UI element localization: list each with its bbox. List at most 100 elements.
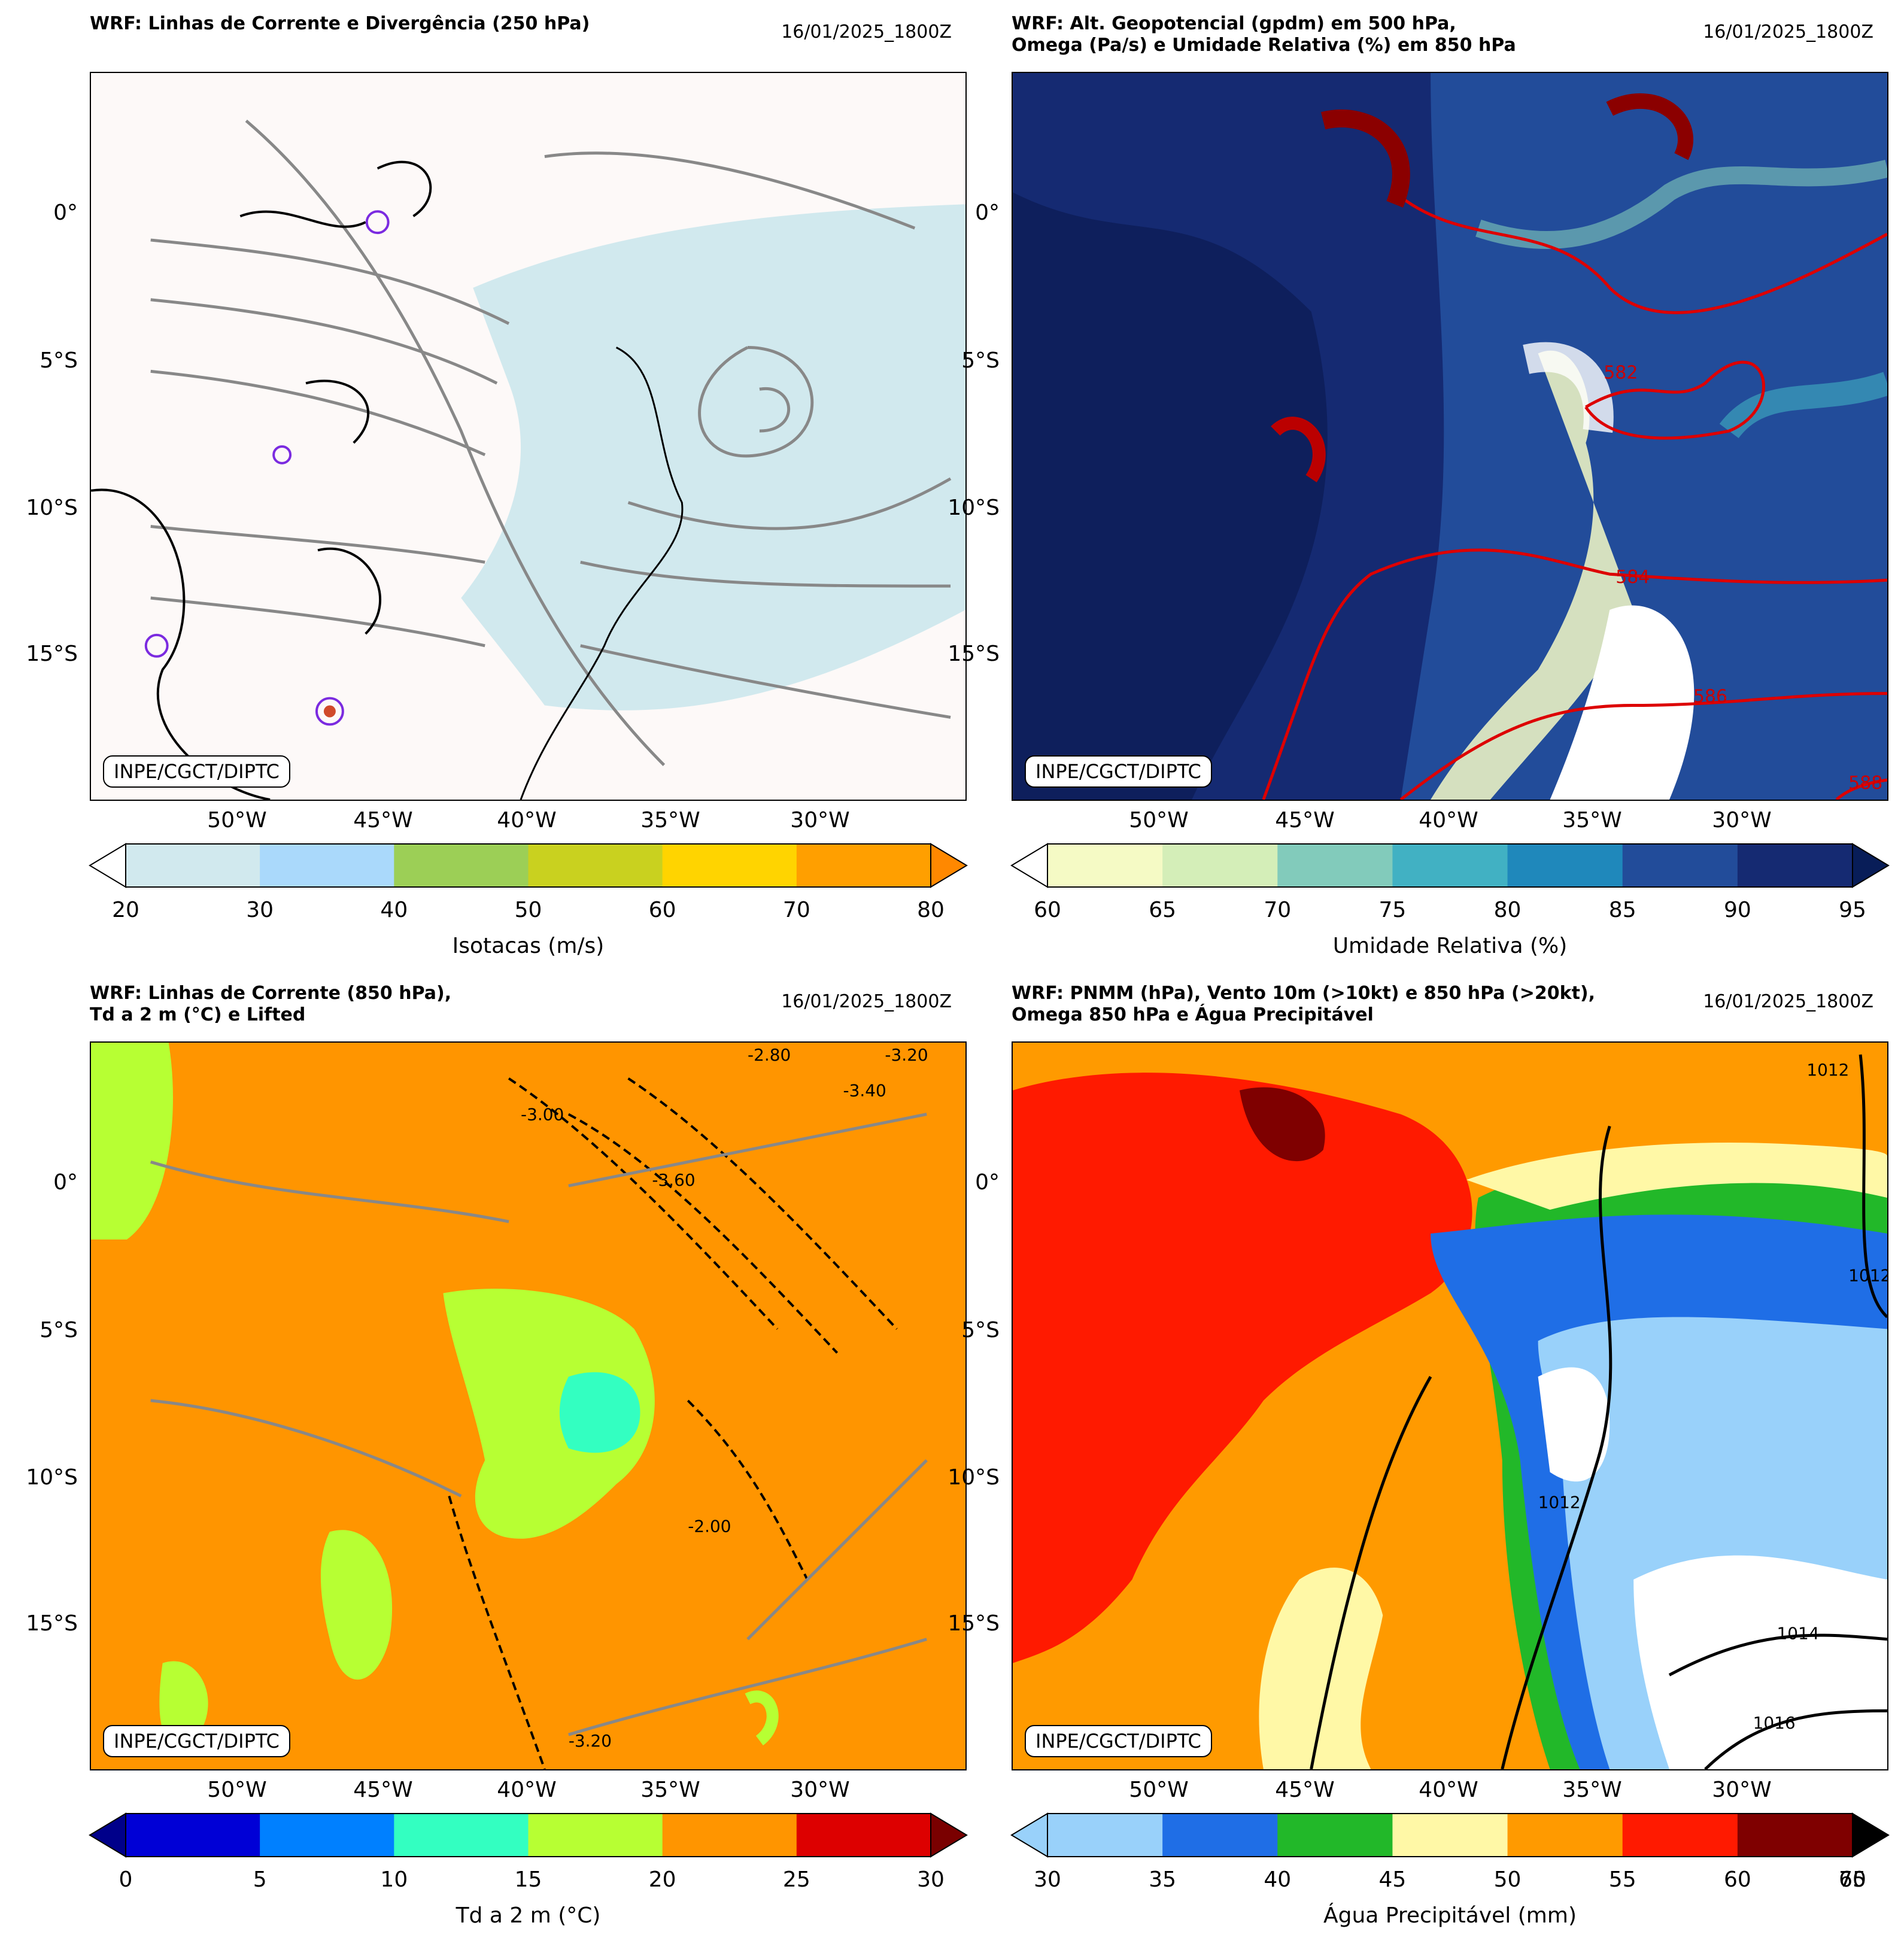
map-850hpa-td: -3.00 -2.80 -3.20 -3.40 -3.60 -2.00 -3.2…	[90, 1041, 967, 1770]
panel-date: 16/01/2025_1800Z	[1703, 22, 1873, 42]
colorbar-tick-label: 70	[1264, 898, 1292, 922]
lat-label: 10°S	[26, 496, 78, 520]
lon-label: 45°W	[353, 1778, 413, 1802]
colorbar-segment	[394, 844, 529, 887]
colorbar-segment	[260, 1814, 394, 1857]
colorbar-tick-label: 90	[1723, 898, 1751, 922]
contour-label: -3.00	[521, 1105, 564, 1125]
colorbar-segment	[796, 844, 931, 887]
colorbar-extend-min	[1010, 843, 1048, 888]
contour-label: 1012	[1848, 1266, 1887, 1286]
contour-label: -2.00	[688, 1516, 731, 1536]
colorbar-extend-min	[1010, 1812, 1048, 1858]
colorbar-segment	[1047, 1814, 1163, 1857]
lat-label: 15°S	[948, 642, 1000, 666]
lon-label: 30°W	[1712, 1778, 1772, 1802]
colorbar-svg	[1010, 1812, 1890, 1858]
colorbar-segment	[260, 844, 394, 887]
colorbar-tick-label: 70	[1839, 1867, 1866, 1892]
source-badge: INPE/CGCT/DIPTC	[103, 755, 290, 788]
colorbar-tick-label: 95	[1839, 898, 1866, 922]
colorbar-segment	[662, 844, 797, 887]
colorbar	[1010, 1812, 1890, 1858]
source-badge: INPE/CGCT/DIPTC	[103, 1725, 290, 1757]
lon-label: 40°W	[497, 1778, 557, 1802]
colorbar-segment	[528, 1814, 663, 1857]
contour-label: 586	[1693, 687, 1727, 707]
colorbar-segment	[1047, 844, 1163, 887]
contour-label: -3.20	[885, 1045, 928, 1065]
lon-label: 30°W	[1712, 808, 1772, 833]
colorbar-tick-label: 30	[246, 898, 274, 922]
lon-label: 45°W	[1275, 1778, 1335, 1802]
colorbar-extend-max	[1852, 1812, 1890, 1858]
panel-pressure-precipitable-water: WRF: PNMM (hPa), Vento 10m (>10kt) e 850…	[922, 970, 1890, 1939]
colorbar-segment	[1277, 844, 1393, 887]
panel-date: 16/01/2025_1800Z	[781, 991, 952, 1012]
colorbar-tick-label: 30	[917, 1867, 945, 1892]
colorbar-tick-label: 60	[648, 898, 676, 922]
colorbar-label: Isotacas (m/s)	[452, 934, 605, 958]
colorbar-tick-label: 85	[1608, 898, 1636, 922]
colorbar-tick-label: 55	[1608, 1867, 1636, 1892]
panel-streamlines-850hpa: WRF: Linhas de Corrente (850 hPa), Td a …	[0, 970, 968, 1939]
lat-label: 0°	[53, 1170, 78, 1195]
panel-geopotential-500hpa: WRF: Alt. Geopotencial (gpdm) em 500 hPa…	[922, 0, 1890, 970]
colorbar	[89, 843, 968, 888]
contour-label: -3.60	[652, 1170, 695, 1190]
colorbar-segment	[126, 1814, 260, 1857]
colorbar-segment	[528, 844, 663, 887]
lon-label: 50°W	[207, 1778, 267, 1802]
map-250hpa: INPE/CGCT/DIPTC	[90, 72, 967, 801]
panel-title: WRF: Linhas de Corrente (850 hPa), Td a …	[90, 983, 452, 1025]
contour-label: -3.40	[843, 1081, 886, 1101]
lat-label: 5°S	[40, 348, 78, 373]
colorbar-svg	[1010, 843, 1890, 888]
panel-streamlines-250hpa: WRF: Linhas de Corrente e Divergência (2…	[0, 0, 968, 970]
colorbar-tick-label: 35	[1149, 1867, 1177, 1892]
lat-label: 10°S	[948, 1465, 1000, 1490]
colorbar-tick-label: 50	[1493, 1867, 1522, 1892]
colorbar-segment	[1162, 844, 1278, 887]
colorbar-segment	[1622, 1814, 1738, 1857]
lat-label: 0°	[53, 201, 78, 225]
colorbar-label: Água Precipitável (mm)	[1323, 1903, 1577, 1928]
colorbar-tick-label: 30	[1034, 1867, 1061, 1892]
colorbar-segment	[662, 1814, 797, 1857]
colorbar-segment	[1507, 844, 1623, 887]
colorbar-tick-label: 80	[1493, 898, 1522, 922]
colorbar-tick-label: 10	[380, 1867, 408, 1892]
colorbar-segment	[1277, 1814, 1393, 1857]
colorbar-svg	[89, 843, 968, 888]
lon-label: 40°W	[1419, 808, 1478, 833]
colorbar	[1010, 843, 1890, 888]
colorbar-tick-label: 60	[1034, 898, 1061, 922]
colorbar-tick-label: 80	[917, 898, 945, 922]
colorbar-tick-label: 75	[1378, 898, 1407, 922]
lat-label: 0°	[975, 201, 1000, 225]
colorbar-tick-label: 20	[112, 898, 139, 922]
source-badge: INPE/CGCT/DIPTC	[1025, 755, 1212, 788]
contour-label: 582	[1604, 362, 1638, 383]
colorbar-frame	[125, 843, 931, 888]
colorbar-tick-label: 25	[782, 1867, 810, 1892]
colorbar-segment	[1507, 1814, 1623, 1857]
lon-label: 30°W	[790, 808, 850, 833]
lat-label: 15°S	[26, 1611, 78, 1636]
map-precipitable-water: 1012 1012 1012 1014 1016 INPE/CGCT/DIPTC	[1012, 1041, 1888, 1770]
colorbar-tick-label: 45	[1378, 1867, 1407, 1892]
colorbar-extend-min	[89, 1812, 126, 1858]
panel-title: WRF: PNMM (hPa), Vento 10m (>10kt) e 850…	[1012, 983, 1596, 1025]
lon-label: 50°W	[1129, 808, 1189, 833]
lon-label: 40°W	[497, 808, 557, 833]
colorbar-tick-label: 65	[1839, 1867, 1866, 1892]
colorbar-svg	[89, 1812, 968, 1858]
lon-label: 30°W	[790, 1778, 850, 1802]
contour-label: 1016	[1753, 1713, 1796, 1733]
colorbar-segment	[1392, 844, 1508, 887]
colorbar-segment	[796, 1814, 931, 1857]
colorbar	[89, 1812, 968, 1858]
panel-title: WRF: Alt. Geopotencial (gpdm) em 500 hPa…	[1012, 13, 1516, 56]
colorbar-segment	[1392, 1814, 1508, 1857]
colorbar-tick-label: 50	[514, 898, 542, 922]
